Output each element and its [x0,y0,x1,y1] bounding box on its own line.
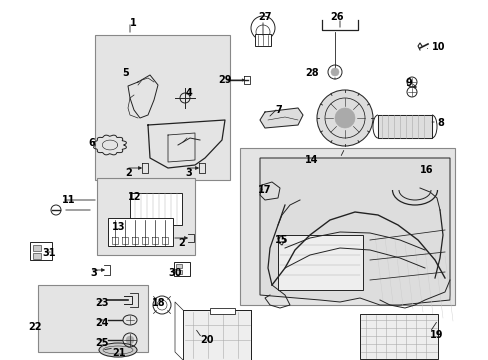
Text: 11: 11 [62,195,75,205]
Text: 1: 1 [130,18,137,28]
Bar [95,35,229,180]
Polygon shape [377,115,431,138]
Text: 8: 8 [436,118,443,128]
Bar [278,235,362,290]
Text: 10: 10 [431,42,445,52]
Bar [209,308,235,314]
Text: 12: 12 [128,192,141,202]
Bar [183,310,250,360]
Polygon shape [260,158,449,305]
Text: 18: 18 [152,298,165,308]
Text: 25: 25 [95,338,108,348]
Bar [176,270,182,274]
Bar [130,193,182,225]
Text: 26: 26 [329,12,343,22]
Text: 2: 2 [178,238,184,248]
Bar [33,253,41,259]
Text: 19: 19 [429,330,443,340]
Text: 28: 28 [305,68,318,78]
Bar [30,242,52,260]
Bar [254,34,270,46]
Bar [108,218,173,246]
Text: 3: 3 [90,268,97,278]
Text: 13: 13 [112,222,125,232]
Circle shape [316,90,372,146]
Text: 20: 20 [200,335,213,345]
Text: 29: 29 [218,75,231,85]
Text: 16: 16 [419,165,433,175]
Text: 23: 23 [95,298,108,308]
Text: 3: 3 [184,168,191,178]
Bar [97,178,195,255]
Ellipse shape [99,343,137,357]
Text: 24: 24 [95,318,108,328]
Text: 5: 5 [122,68,128,78]
Bar [176,264,182,268]
Text: 30: 30 [168,268,181,278]
Circle shape [126,336,134,344]
Text: 9: 9 [404,78,411,88]
Text: 14: 14 [305,155,318,165]
Bar [174,262,190,276]
Circle shape [334,108,354,128]
Text: 21: 21 [112,348,125,358]
Text: 27: 27 [258,12,271,22]
Bar [240,148,454,305]
Text: 31: 31 [42,248,55,258]
Text: 2: 2 [125,168,131,178]
Circle shape [330,68,338,76]
Bar [38,285,148,352]
Text: 4: 4 [185,88,192,98]
Polygon shape [260,108,303,128]
Text: 15: 15 [274,235,288,245]
Text: 17: 17 [258,185,271,195]
Bar [33,245,41,251]
Text: 7: 7 [274,105,281,115]
Text: 6: 6 [88,138,95,148]
Text: 22: 22 [28,322,41,332]
Bar [359,314,437,359]
